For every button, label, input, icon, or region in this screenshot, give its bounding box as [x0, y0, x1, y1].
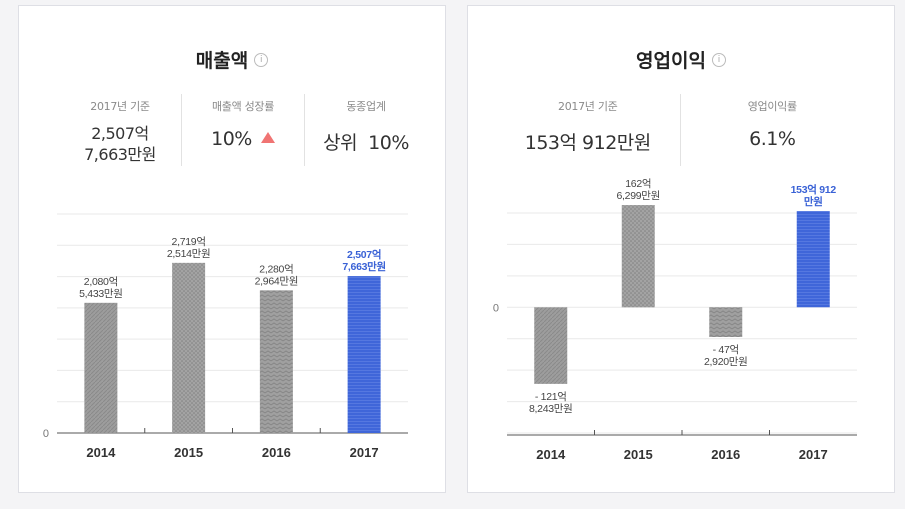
- stat-base-year: 2017년 기준 153억 912만원: [496, 94, 680, 166]
- stat-profit-margin: 영업이익률 6.1%: [679, 94, 865, 166]
- bar-2016: [709, 307, 743, 338]
- revenue-title-text: 매출액: [195, 50, 249, 72]
- bar-2017: [347, 276, 381, 433]
- profit-stats: 2017년 기준 153억 912만원 영업이익률 6.1%: [496, 94, 864, 166]
- x-category-label: 2014: [86, 445, 116, 460]
- bar-data-label: 7,663만원: [342, 260, 386, 273]
- bar-data-label: 2,280억: [259, 263, 293, 275]
- bar-data-label: 2,920만원: [704, 356, 748, 368]
- stat-value: 2,507억 7,663만원: [59, 123, 181, 165]
- revenue-card: 매출액 i 2017년 기준 2,507억 7,663만원 매출액 성장률 10%…: [18, 5, 446, 493]
- x-category-label: 2017: [350, 445, 379, 460]
- revenue-stats: 2017년 기준 2,507억 7,663만원 매출액 성장률 10% 동종업계…: [59, 94, 427, 166]
- bar-2015: [621, 205, 655, 308]
- stat-industry-rank: 동종업계 상위 10%: [304, 94, 427, 166]
- stat-label: 동종업계: [346, 100, 386, 113]
- profit-title-text: 영업이익: [636, 50, 706, 72]
- info-icon[interactable]: i: [711, 52, 726, 67]
- bar-data-label: 만원: [804, 195, 823, 208]
- x-category-label: 2016: [262, 445, 291, 460]
- operating-profit-card: 영업이익 i 2017년 기준 153억 912만원 영업이익률 6.1% 0 - …: [467, 5, 895, 493]
- stat-value: 10%: [182, 128, 304, 150]
- bar-data-label: 153억 912: [791, 184, 837, 196]
- x-category-label: 2017: [799, 447, 828, 462]
- stat-value: 153억 912만원: [524, 132, 652, 154]
- zero-tick-label: 0: [493, 302, 499, 314]
- bar-data-label: 5,433만원: [79, 288, 123, 300]
- revenue-title: 매출액 i: [19, 46, 445, 73]
- growth-rate-value: 10%: [211, 128, 252, 150]
- bar-2015: [172, 262, 206, 433]
- stat-label: 2017년 기준: [558, 100, 618, 113]
- bar-data-label: 2,080억: [84, 276, 118, 288]
- bar-2014: [534, 307, 568, 384]
- bar-data-label: 2,719억: [172, 236, 206, 248]
- up-triangle-icon: [260, 132, 275, 143]
- x-category-label: 2014: [536, 447, 566, 462]
- stat-value: 상위 10%: [323, 132, 409, 154]
- stat-growth-rate: 매출액 성장률 10%: [181, 94, 304, 166]
- bar-data-label: 2,964만원: [255, 275, 299, 287]
- stat-label: 영업이익률: [747, 100, 797, 113]
- bar-data-label: 8,243만원: [529, 403, 573, 415]
- bar-2014: [84, 302, 118, 433]
- x-category-label: 2015: [174, 445, 203, 460]
- bar-data-label: 2,514만원: [167, 248, 211, 260]
- bar-data-label: - 47억: [713, 344, 739, 356]
- stat-value: 6.1%: [749, 128, 796, 150]
- bar-data-label: - 121억: [535, 391, 567, 403]
- profit-title: 영업이익 i: [468, 46, 894, 73]
- stat-value-line2: 7,663만원: [84, 145, 156, 164]
- x-category-label: 2016: [711, 447, 740, 462]
- stat-label: 매출액 성장률: [211, 100, 275, 113]
- bar-data-label: 2,507억: [347, 249, 381, 261]
- bar-data-label: 162억: [625, 178, 651, 190]
- stat-base-year: 2017년 기준 2,507억 7,663만원: [59, 94, 181, 166]
- x-category-label: 2015: [624, 447, 653, 462]
- zero-tick-label: 0: [43, 428, 49, 440]
- bar-2016: [259, 290, 293, 433]
- bar-2017: [796, 211, 830, 308]
- stat-label: 2017년 기준: [90, 100, 150, 113]
- bar-data-label: 6,299만원: [617, 190, 661, 202]
- info-icon[interactable]: i: [254, 52, 269, 67]
- stat-value-line1: 2,507억: [91, 124, 149, 143]
